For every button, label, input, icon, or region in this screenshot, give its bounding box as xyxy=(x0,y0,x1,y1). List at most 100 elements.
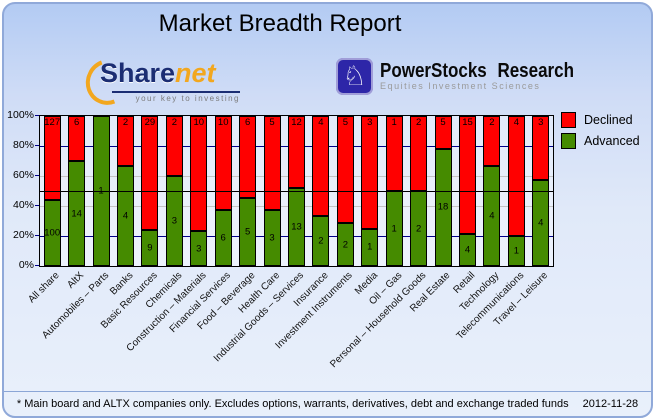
page-title: Market Breadth Report xyxy=(158,10,402,37)
bar: 6 14 xyxy=(68,116,86,266)
bar: 15 4 xyxy=(459,116,476,266)
bar-value-advanced: 18 xyxy=(437,201,449,213)
bar: 5 18 xyxy=(434,116,452,266)
bar-value-declined: 6 xyxy=(244,117,251,128)
report-date: 2012-11-28 xyxy=(582,398,639,410)
bar-value-advanced: 5 xyxy=(244,226,251,238)
y-axis-label: 0% xyxy=(18,258,34,271)
bar-value-advanced: 6 xyxy=(220,232,226,244)
bar: 10 3 xyxy=(190,116,208,266)
bar-segment-declined xyxy=(410,116,428,191)
sharenet-tagline: your key to investing xyxy=(135,94,240,103)
bar-segment-declined xyxy=(141,116,159,231)
y-axis-tick xyxy=(35,175,39,176)
bar-segment-advanced xyxy=(361,228,379,266)
reference-line-50 xyxy=(40,191,553,192)
bar-value-declined: 5 xyxy=(269,117,275,128)
bar-value-declined: 6 xyxy=(73,117,80,128)
bar-segment-advanced xyxy=(434,148,452,266)
bar-segment-declined xyxy=(483,116,501,166)
bar-value-advanced: 9 xyxy=(147,242,153,254)
bar-segment-declined xyxy=(165,116,183,176)
y-axis-label: 80% xyxy=(12,138,34,151)
bar-segment-declined xyxy=(459,116,476,235)
bar-value-declined: 2 xyxy=(122,117,129,128)
bar-value-declined: 5 xyxy=(342,117,348,128)
legend-label: Declined xyxy=(584,113,633,127)
bar-segment-declined xyxy=(263,116,281,210)
y-axis-label: 60% xyxy=(12,168,34,181)
sharenet-underline xyxy=(112,91,240,93)
sharenet-logo: Sharenet your key to investing xyxy=(78,51,256,113)
bar-value-advanced: 2 xyxy=(415,223,422,234)
y-axis-tick xyxy=(35,205,39,206)
sharenet-wordmark: Sharenet xyxy=(100,57,216,89)
bar-value-advanced: 1 xyxy=(513,245,519,257)
bar-value-declined: 5 xyxy=(440,117,446,128)
bar-value-declined: 2 xyxy=(489,117,495,128)
y-axis-tick xyxy=(35,265,39,266)
bar-segment-declined xyxy=(507,116,525,236)
bar-segment-declined xyxy=(117,116,134,166)
legend-item-declined: Declined xyxy=(561,112,640,128)
bar-value-declined: 15 xyxy=(462,117,473,128)
powerstocks-logo: ♘ PowerStocks Research Equities Investme… xyxy=(336,58,608,95)
bar-value-advanced: 2 xyxy=(318,235,324,247)
bar-value-advanced: 2 xyxy=(342,239,348,251)
bar-segment-advanced xyxy=(336,223,354,266)
bar: 29 9 xyxy=(141,116,159,266)
bar-value-declined: 4 xyxy=(513,117,519,128)
bar-segment-advanced xyxy=(214,209,232,266)
plot-area: 1271006141242992310310665531213425231112… xyxy=(39,115,554,267)
knight-chess-icon: ♘ xyxy=(336,58,373,95)
bar-segment-declined xyxy=(434,116,452,149)
bar-value-declined: 4 xyxy=(318,117,324,128)
bar-segment-advanced xyxy=(190,231,208,266)
sharenet-word-share: Share xyxy=(100,58,176,88)
bar: 127 100 xyxy=(43,116,61,266)
bar-value-advanced: 4 xyxy=(122,210,129,222)
bar-segment-advanced xyxy=(239,197,257,266)
sharenet-word-net: net xyxy=(175,58,216,88)
powerstocks-name: PowerStocks Research xyxy=(380,60,574,82)
bar-segment-declined xyxy=(214,116,232,210)
bar-segment-advanced xyxy=(507,236,525,266)
bar-value-advanced: 13 xyxy=(291,221,302,233)
bar-segment-declined xyxy=(385,116,403,191)
y-axis-label: 40% xyxy=(12,198,34,211)
bar-value-declined: 29 xyxy=(144,117,156,128)
y-axis-label: 20% xyxy=(12,228,34,241)
bar-value-declined: 2 xyxy=(171,117,177,128)
bar-segment-advanced xyxy=(312,216,330,266)
bar-segment-advanced xyxy=(43,199,61,266)
y-axis-tick xyxy=(35,115,39,116)
bar-segment-advanced xyxy=(165,176,183,266)
y-axis-label: 100% xyxy=(7,108,34,121)
bar-value-declined: 1 xyxy=(391,117,397,128)
y-axis-tick xyxy=(35,235,39,236)
bar-value-advanced: 4 xyxy=(538,217,544,229)
bar-value-advanced: 1 xyxy=(367,241,373,253)
bar-segment-declined xyxy=(361,116,379,229)
legend: Declined Advanced xyxy=(561,112,640,154)
y-axis-tick xyxy=(35,145,39,146)
bar-segment-declined xyxy=(288,116,305,188)
legend-swatch-declined xyxy=(561,112,576,128)
bar-value-advanced: 3 xyxy=(196,243,202,255)
bar-segment-advanced xyxy=(532,180,550,266)
bar-value-advanced: 3 xyxy=(269,232,275,244)
bar-segment-advanced xyxy=(459,234,476,266)
powerstocks-tagline: Equities Investment Sciences xyxy=(380,81,541,92)
bar-segment-advanced xyxy=(263,209,281,266)
bar-value-declined: 3 xyxy=(367,117,373,128)
bar-value-declined: 10 xyxy=(217,117,229,128)
legend-swatch-advanced xyxy=(561,133,576,149)
bar-segment-advanced xyxy=(288,188,305,266)
